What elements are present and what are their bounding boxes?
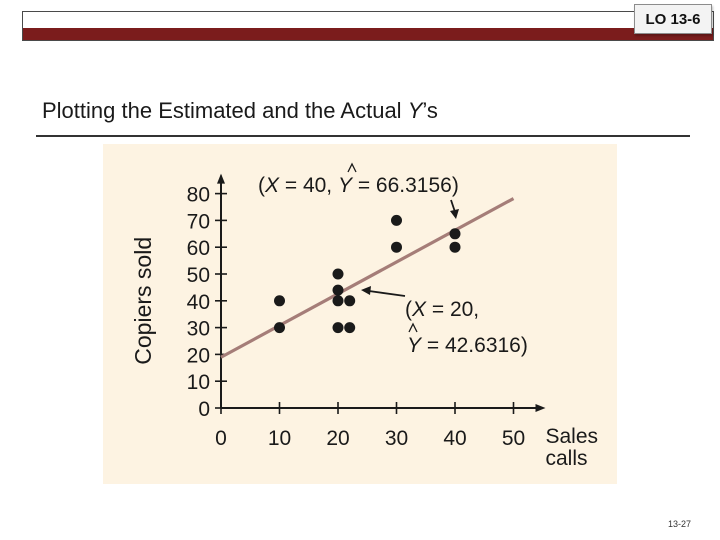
slide-title: Plotting the Estimated and the Actual Y’… (42, 98, 438, 124)
y-tick-label: 0 (198, 398, 210, 421)
slide-title-variable: Y (407, 98, 423, 123)
data-point (274, 322, 285, 334)
y-tick-label: 80 (187, 184, 210, 207)
x-axis-label-line1: Sales (546, 425, 599, 448)
x-axis-label-line2: calls (546, 447, 588, 470)
data-point (332, 284, 344, 296)
y-tick-label: 40 (187, 291, 210, 314)
x-axis-arrowhead (535, 404, 546, 412)
x-tick-label: 10 (268, 427, 291, 450)
title-divider (36, 135, 690, 137)
slide-title-suffix: ’s (422, 98, 438, 123)
annotation-arrow-40 (450, 199, 456, 213)
y-tick-label: 10 (187, 371, 210, 394)
data-point (344, 295, 356, 307)
top-bar-band (23, 28, 713, 40)
y-tick-label: 70 (187, 210, 210, 233)
learning-objective-label: LO 13-6 (645, 10, 701, 28)
annotation-arrow-20 (368, 290, 406, 297)
x-tick-label: 20 (326, 427, 349, 450)
data-point (391, 241, 402, 253)
data-point (332, 322, 344, 334)
data-point (449, 241, 461, 253)
hat-symbol (347, 162, 357, 173)
annotation-estimate-20-line1: (X = 20, (405, 298, 479, 321)
x-tick-label: 0 (215, 427, 227, 450)
y-tick-label: 30 (187, 318, 210, 341)
hat-symbol (408, 322, 418, 333)
y-tick-label: 50 (187, 264, 210, 287)
annotation-estimate-20-line2: Y = 42.6316) (407, 334, 528, 357)
annotation-arrowhead-40 (450, 209, 459, 219)
scatter-chart: 0 10 20 30 40 50 60 70 80 0 10 20 30 40 50 Copiers sold… (130, 162, 599, 470)
slide-title-prefix: Plotting the Estimated and the Actual (42, 98, 408, 123)
annotation-estimate-40: (X = 40, Y = 66.3156) (258, 174, 459, 197)
regression-line (220, 197, 515, 359)
y-tick-label: 60 (187, 237, 210, 260)
learning-objective-badge: LO 13-6 (634, 4, 712, 34)
y-tick-label: 20 (187, 344, 210, 367)
x-tick-label: 40 (443, 427, 466, 450)
slide-number: 13-27 (668, 519, 692, 529)
x-tick-label: 30 (385, 427, 408, 450)
data-point (274, 295, 285, 307)
top-bar (22, 11, 714, 41)
y-axis-arrowhead (217, 173, 225, 184)
data-point (449, 228, 461, 240)
chart-panel: 0 10 20 30 40 50 60 70 80 0 10 20 30 40 50 Copiers sold… (103, 144, 617, 484)
data-point (344, 322, 356, 334)
data-point (391, 214, 402, 226)
annotation-arrowhead-20 (361, 286, 371, 295)
x-tick-label: 50 (502, 427, 525, 450)
y-axis-label: Copiers sold (130, 237, 156, 365)
data-point (332, 268, 344, 280)
data-point (332, 295, 344, 307)
